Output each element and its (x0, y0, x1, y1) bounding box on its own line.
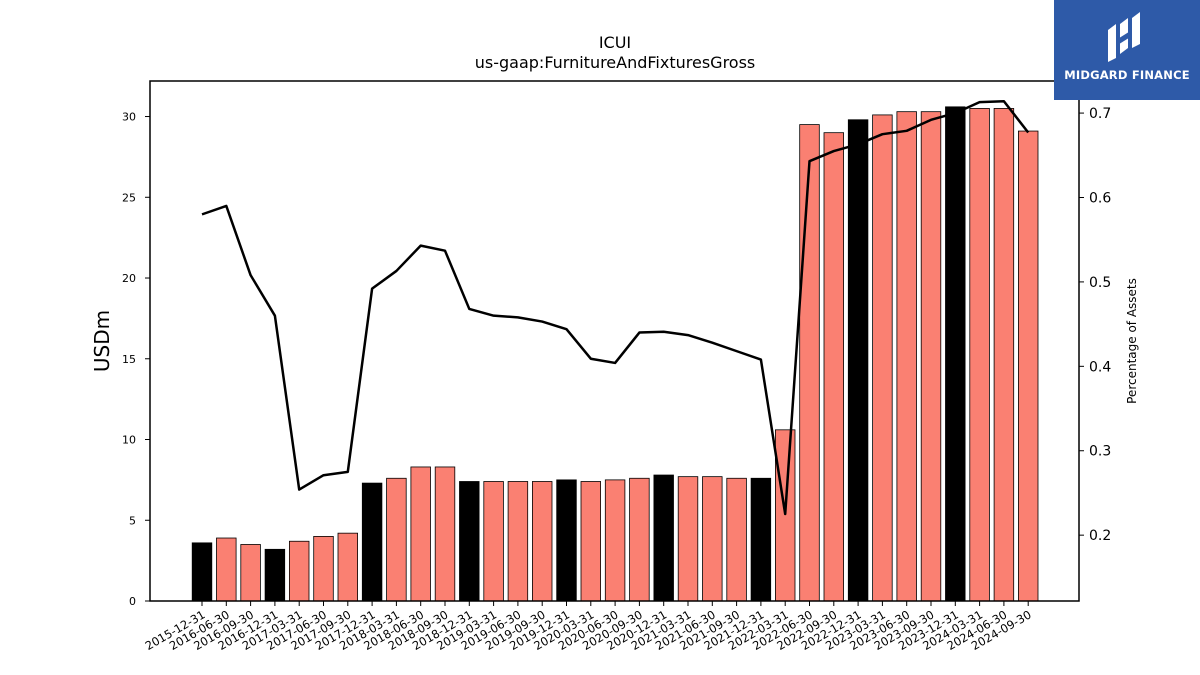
y-axis-label: USDm (90, 310, 114, 372)
bar (872, 114, 893, 602)
bar (677, 476, 699, 602)
bar (483, 481, 504, 602)
bar (337, 532, 359, 602)
bar (459, 481, 480, 602)
bar (702, 476, 723, 602)
logo-text: MIDGARD FINANCE (1064, 68, 1190, 82)
y2-tick-label: 0.6 (1089, 190, 1111, 206)
bar (216, 537, 237, 602)
midgard-m-logo-icon (1108, 12, 1140, 62)
chart-title: ICUI (599, 33, 631, 52)
bar (410, 466, 431, 602)
y-tick-label: 15 (122, 353, 136, 366)
bar (580, 481, 602, 602)
y2-tick-label: 0.4 (1089, 359, 1111, 375)
y-tick-label: 10 (122, 434, 136, 447)
y-tick-label: 20 (122, 272, 136, 285)
y-tick-label: 30 (122, 111, 136, 124)
chart-subtitle: us-gaap:FurnitureAndFixturesGross (475, 53, 756, 72)
bar (1018, 130, 1039, 602)
bar (993, 108, 1015, 602)
bar (313, 536, 334, 602)
bar (726, 477, 747, 602)
bar (896, 111, 917, 602)
bar (240, 544, 261, 602)
bar-group (191, 106, 1039, 602)
percentage-line (201, 100, 1030, 516)
bar (288, 540, 310, 602)
bar (969, 108, 990, 602)
bar (823, 132, 845, 602)
bar (847, 119, 869, 602)
y2-tick-label: 0.3 (1089, 444, 1111, 460)
y-tick-label: 5 (129, 514, 136, 527)
bar (775, 429, 796, 602)
y-tick-label: 25 (122, 191, 136, 204)
bar (532, 481, 553, 602)
bar (386, 477, 407, 602)
midgard-finance-logo: MIDGARD FINANCE (1054, 0, 1200, 100)
y2-axis-label: Percentage of Assets (1125, 278, 1139, 404)
y-axis-left: 0 5 10 15 20 25 30 (122, 111, 150, 608)
y2-tick-label: 0.5 (1089, 275, 1111, 291)
bar (191, 542, 213, 602)
bar (750, 477, 772, 602)
y-axis-right: 0.2 0.3 0.4 0.5 0.6 0.7 (1079, 106, 1111, 544)
plot-frame (149, 80, 1080, 602)
bar (507, 481, 529, 602)
x-axis: 2015-12-312016-06-302016-09-302016-12-31… (143, 601, 1034, 653)
bar (653, 474, 674, 602)
bar (264, 548, 286, 602)
bar (945, 106, 966, 602)
line-group (201, 100, 1030, 516)
bar (556, 479, 577, 602)
y-tick-label: 0 (129, 595, 136, 608)
bar (920, 111, 942, 602)
y2-tick-label: 0.7 (1089, 106, 1111, 122)
bar (629, 477, 650, 602)
bar (434, 466, 456, 602)
bar (799, 124, 820, 602)
bar (361, 482, 383, 602)
y2-tick-label: 0.2 (1089, 528, 1111, 544)
bar (604, 479, 626, 602)
